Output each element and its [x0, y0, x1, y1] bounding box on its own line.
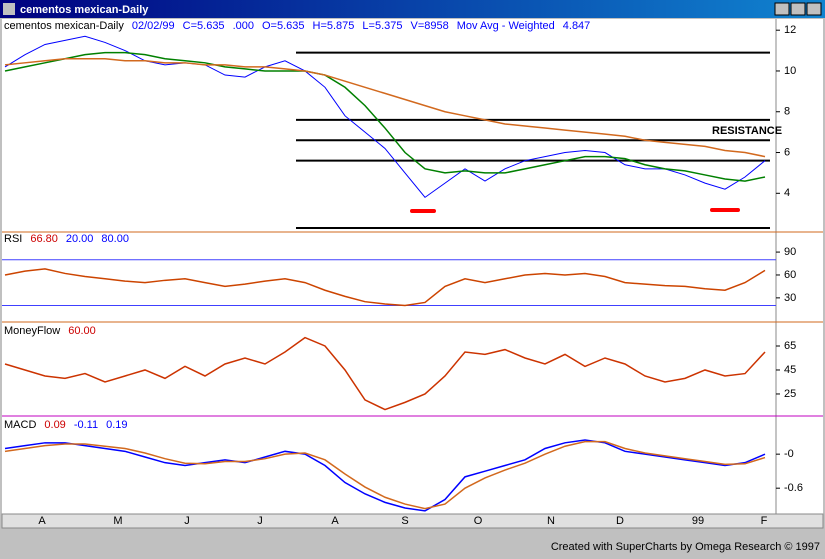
- series-line: [4, 336, 766, 411]
- header-part: -0.11: [74, 419, 98, 431]
- series-line: [4, 57, 766, 158]
- series-line: [4, 268, 766, 307]
- y-tick-label: 8: [784, 106, 790, 118]
- minimize-button[interactable]: [774, 2, 790, 16]
- header-part: V=8958: [410, 20, 448, 32]
- series-line: [4, 439, 766, 512]
- panel-header: cementos mexican-Daily 02/02/99 C=5.635 .00…: [4, 20, 590, 32]
- y-tick-label: -0.6: [784, 482, 803, 494]
- x-tick-label: 99: [692, 515, 704, 527]
- x-tick-label: A: [38, 515, 46, 527]
- y-tick-label: 10: [784, 65, 796, 77]
- y-tick-label: 90: [784, 246, 796, 258]
- footer: Created with SuperCharts by Omega Resear…: [551, 541, 820, 553]
- window-title: cementos mexican-Daily: [20, 4, 149, 16]
- maximize-button[interactable]: [790, 2, 806, 16]
- header-part: Mov Avg - Weighted: [457, 20, 555, 32]
- header-part: cementos mexican-Daily: [4, 20, 124, 32]
- header-part: MoneyFlow: [4, 325, 60, 337]
- panel-header: MACD 0.09 -0.11 0.19: [4, 419, 128, 431]
- annotation: RESISTANCE: [712, 125, 782, 137]
- header-part: 20.00: [66, 233, 94, 245]
- y-tick-label: 25: [784, 388, 796, 400]
- title-bar: [0, 0, 825, 18]
- y-tick-label: 12: [784, 24, 796, 36]
- x-tick-label: M: [113, 515, 122, 527]
- y-tick-label: 65: [784, 340, 796, 352]
- header-part: MACD: [4, 419, 36, 431]
- header-part: H=5.875: [313, 20, 355, 32]
- header-part: 02/02/99: [132, 20, 175, 32]
- x-tick-label: F: [761, 515, 768, 527]
- support-marker: [710, 208, 740, 212]
- panel-header: RSI 66.80 20.00 80.00: [4, 233, 129, 245]
- y-tick-label: -0: [784, 448, 794, 460]
- header-part: L=5.375: [362, 20, 402, 32]
- x-tick-label: J: [257, 515, 263, 527]
- header-part: 60.00: [68, 325, 96, 337]
- support-marker: [410, 209, 436, 213]
- header-part: C=5.635: [183, 20, 225, 32]
- x-tick-label: O: [474, 515, 483, 527]
- series-line: [4, 440, 766, 510]
- y-tick-label: 6: [784, 146, 790, 158]
- header-part: .000: [233, 20, 254, 32]
- header-part: 80.00: [101, 233, 129, 245]
- x-tick-label: N: [547, 515, 555, 527]
- chart-area: [2, 19, 823, 514]
- header-part: 66.80: [30, 233, 58, 245]
- x-tick-label: A: [331, 515, 339, 527]
- x-tick-label: S: [401, 515, 408, 527]
- y-tick-label: 60: [784, 269, 796, 281]
- x-tick-label: D: [616, 515, 624, 527]
- x-tick-label: J: [184, 515, 190, 527]
- header-part: 0.19: [106, 419, 127, 431]
- window-icon: [3, 3, 15, 15]
- header-part: 4.847: [563, 20, 591, 32]
- scrollbar[interactable]: [1, 513, 824, 529]
- y-tick-label: 30: [784, 292, 796, 304]
- y-tick-label: 45: [784, 364, 796, 376]
- header-part: 0.09: [44, 419, 65, 431]
- series-line: [4, 51, 766, 182]
- header-part: RSI: [4, 233, 22, 245]
- panel-header: MoneyFlow 60.00: [4, 325, 96, 337]
- header-part: O=5.635: [262, 20, 305, 32]
- y-tick-label: 4: [784, 187, 790, 199]
- close-button[interactable]: [806, 2, 822, 16]
